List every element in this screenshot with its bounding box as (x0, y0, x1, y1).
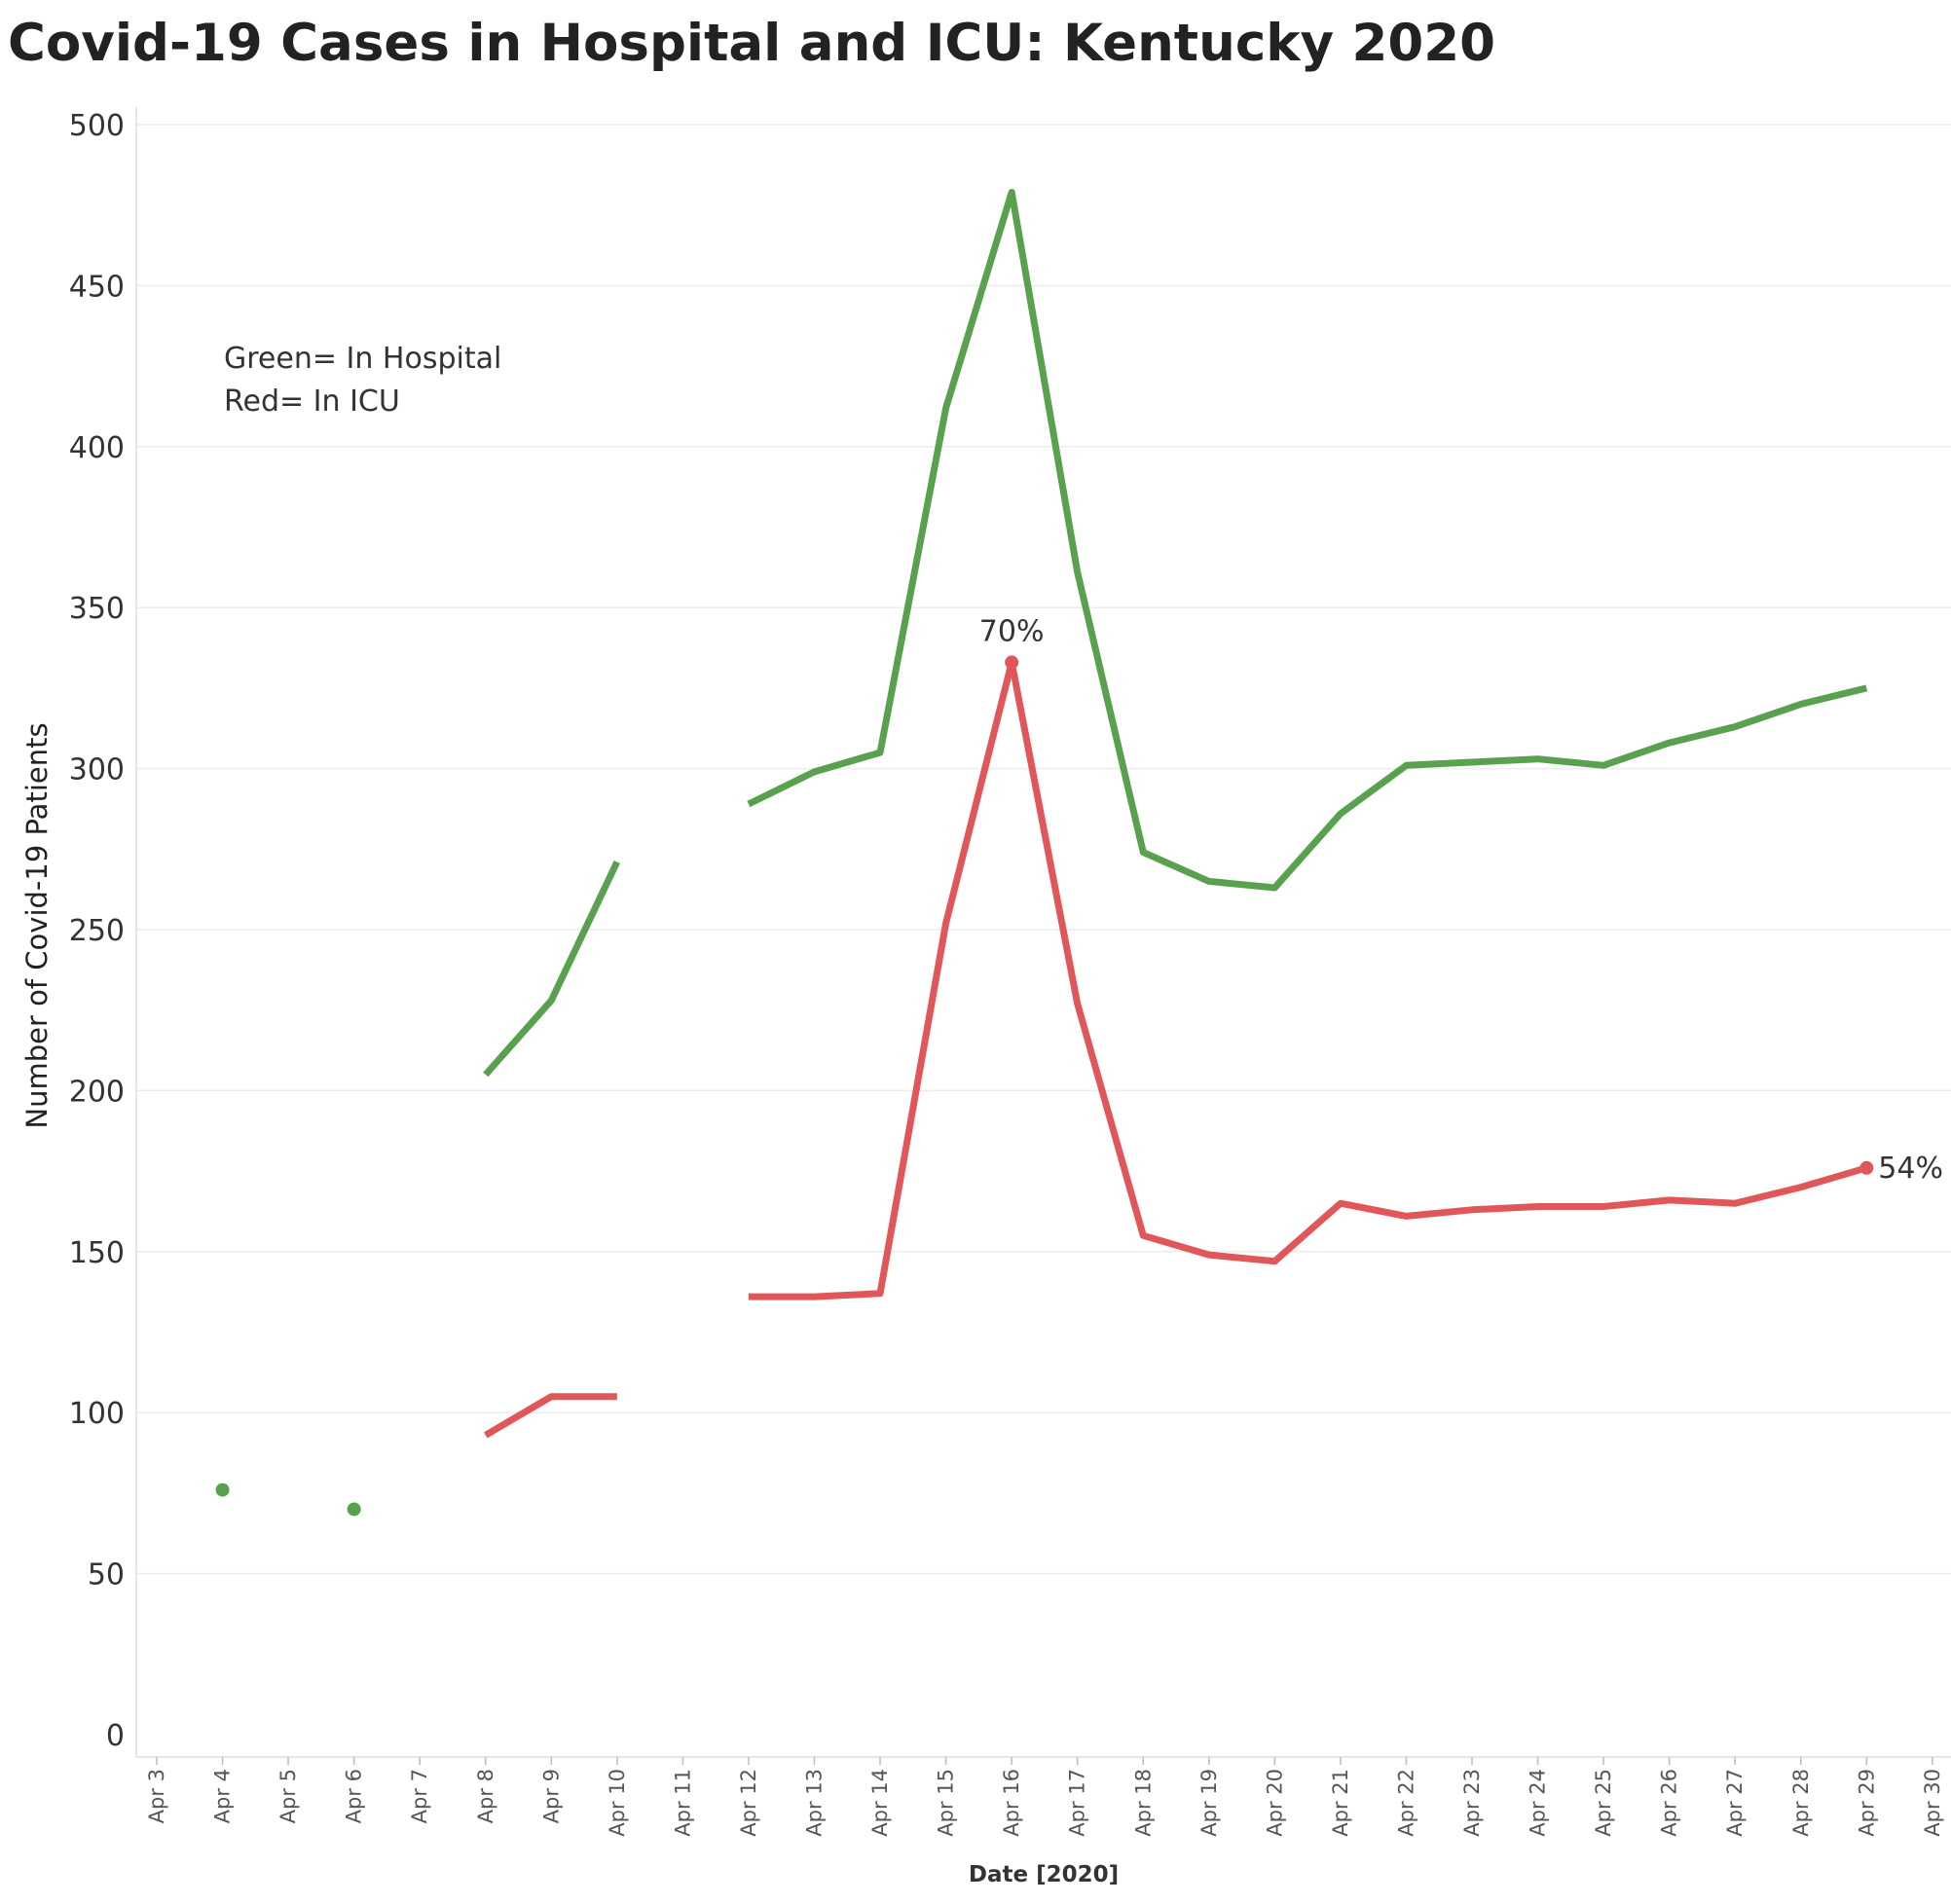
y-tick-label: 300 (69, 753, 125, 787)
legend-note-icu: Red= In ICU (224, 384, 400, 419)
x-tick-label: Apr 16 (1000, 1769, 1023, 1837)
x-tick-label: Apr 15 (935, 1769, 958, 1837)
y-tick-label: 350 (69, 592, 125, 626)
data-label: 70% (979, 614, 1045, 648)
legend-note-hospital: Green= In Hospital (224, 342, 501, 376)
data-label: 54% (1878, 1152, 1943, 1186)
x-axis-label: Date [2020] (969, 1862, 1119, 1887)
hospital-line-segment (483, 860, 620, 1078)
y-axis-label: Number of Covid-19 Patients (20, 722, 54, 1128)
x-tick-label: Apr 10 (606, 1769, 629, 1837)
x-tick-label: Apr 19 (1197, 1769, 1221, 1837)
y-tick-label: 500 (69, 109, 125, 143)
x-tick-label: Apr 29 (1855, 1769, 1878, 1837)
series (215, 189, 1868, 1517)
y-tick-label: 150 (69, 1236, 125, 1270)
x-tick-label: Apr 17 (1066, 1769, 1089, 1837)
x-tick-label: Apr 3 (145, 1769, 168, 1823)
data-labels: 70% 54% (979, 614, 1943, 1185)
y-axis-ticks: 0 50 100 150 200 250 300 350 400 450 500 (69, 109, 125, 1753)
y-tick-label: 400 (69, 431, 125, 465)
y-tick-label: 50 (88, 1558, 125, 1593)
icu-line-segment (748, 658, 1868, 1300)
x-tick-label: Apr 8 (474, 1769, 497, 1823)
gridlines (136, 124, 1951, 1575)
x-tick-label: Apr 18 (1131, 1769, 1155, 1837)
x-tick-label: Apr 25 (1592, 1769, 1615, 1837)
x-tick-label: Apr 5 (276, 1769, 300, 1823)
x-axis-ticks: Apr 3 Apr 4 Apr 5 Apr 6 Apr 7 Apr 8 Apr 9 Apr 1… (145, 1757, 1944, 1837)
y-tick-label: 0 (106, 1719, 125, 1753)
chart-title: Covid-19 Cases in Hospital and ICU: Kent… (8, 14, 1496, 73)
x-tick-label: Apr 4 (211, 1769, 235, 1823)
hospital-point (215, 1483, 230, 1497)
x-tick-label: Apr 21 (1329, 1769, 1352, 1837)
x-tick-label: Apr 27 (1723, 1769, 1747, 1837)
hospital-point (347, 1502, 361, 1517)
x-tick-label: Apr 11 (671, 1769, 694, 1837)
hospital-line-segment (747, 189, 1868, 892)
x-tick-label: Apr 12 (737, 1769, 760, 1837)
x-tick-label: Apr 7 (408, 1769, 431, 1823)
x-tick-label: Apr 30 (1921, 1769, 1944, 1837)
x-tick-label: Apr 24 (1527, 1769, 1550, 1837)
y-tick-label: 450 (69, 270, 125, 304)
x-tick-label: Apr 9 (539, 1769, 563, 1823)
icu-marked-point (1859, 1160, 1874, 1175)
x-tick-label: Apr 6 (343, 1769, 366, 1823)
x-tick-label: Apr 28 (1789, 1769, 1813, 1837)
x-tick-label: Apr 14 (868, 1769, 892, 1837)
icu-line-segment (484, 1393, 617, 1439)
x-tick-label: Apr 26 (1658, 1769, 1681, 1837)
y-tick-label: 250 (69, 914, 125, 948)
x-tick-label: Apr 23 (1460, 1769, 1484, 1837)
x-tick-label: Apr 13 (803, 1769, 827, 1837)
x-tick-label: Apr 22 (1394, 1769, 1417, 1837)
icu-marked-point (1005, 655, 1019, 670)
y-tick-label: 100 (69, 1397, 125, 1431)
axes (135, 107, 1951, 1758)
x-tick-label: Apr 20 (1263, 1769, 1286, 1837)
y-tick-label: 200 (69, 1075, 125, 1109)
